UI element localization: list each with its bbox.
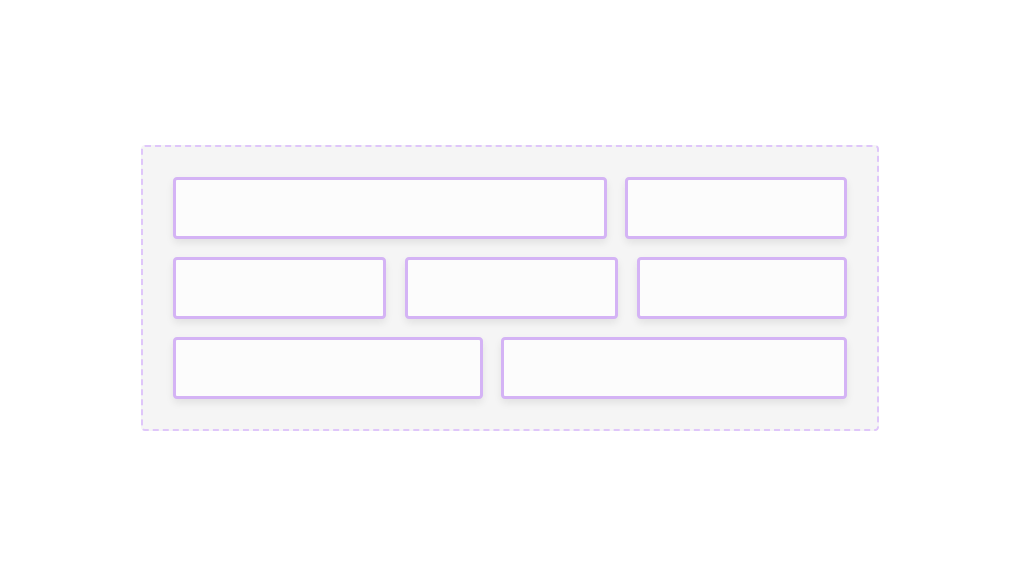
row3-box-right (501, 337, 847, 399)
row1-box-wide (173, 177, 607, 239)
row2-box-right (637, 257, 847, 319)
row2-box-middle (405, 257, 618, 319)
row3-box-left (173, 337, 483, 399)
row2-box-left (173, 257, 386, 319)
row1-box-narrow (625, 177, 847, 239)
